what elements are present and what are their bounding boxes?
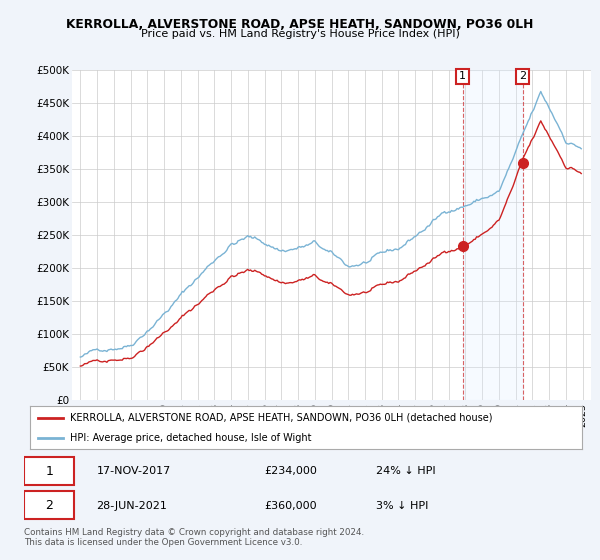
Text: £360,000: £360,000 — [264, 501, 317, 511]
Text: 1: 1 — [45, 465, 53, 478]
Text: Contains HM Land Registry data © Crown copyright and database right 2024.
This d: Contains HM Land Registry data © Crown c… — [24, 528, 364, 547]
Text: 2: 2 — [45, 500, 53, 512]
Text: KERROLLA, ALVERSTONE ROAD, APSE HEATH, SANDOWN, PO36 0LH (detached house): KERROLLA, ALVERSTONE ROAD, APSE HEATH, S… — [70, 413, 492, 423]
FancyBboxPatch shape — [24, 457, 74, 485]
Text: 17-NOV-2017: 17-NOV-2017 — [97, 466, 171, 477]
Text: 2: 2 — [519, 71, 526, 81]
Text: Price paid vs. HM Land Registry's House Price Index (HPI): Price paid vs. HM Land Registry's House … — [140, 29, 460, 39]
Text: KERROLLA, ALVERSTONE ROAD, APSE HEATH, SANDOWN, PO36 0LH: KERROLLA, ALVERSTONE ROAD, APSE HEATH, S… — [67, 18, 533, 31]
FancyBboxPatch shape — [24, 492, 74, 520]
Text: £234,000: £234,000 — [264, 466, 317, 477]
Text: 3% ↓ HPI: 3% ↓ HPI — [376, 501, 428, 511]
Text: HPI: Average price, detached house, Isle of Wight: HPI: Average price, detached house, Isle… — [70, 433, 311, 444]
Bar — [463, 70, 523, 400]
Text: 1: 1 — [459, 71, 466, 81]
Text: 24% ↓ HPI: 24% ↓ HPI — [376, 466, 435, 477]
Text: 28-JUN-2021: 28-JUN-2021 — [97, 501, 167, 511]
